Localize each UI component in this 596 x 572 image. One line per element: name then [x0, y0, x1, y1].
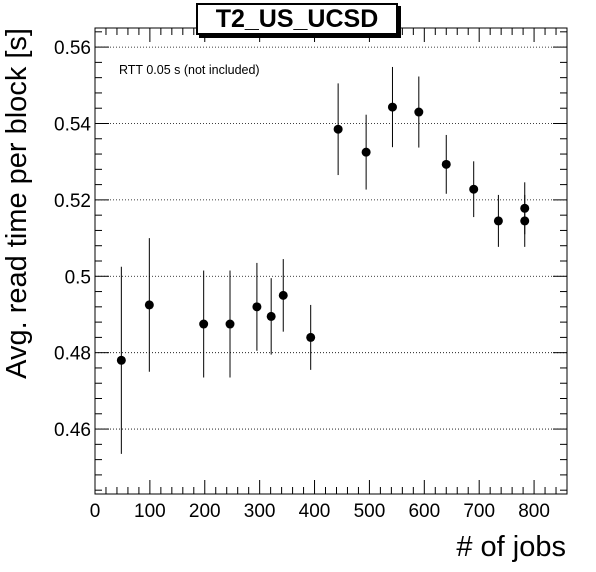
data-point — [441, 159, 451, 169]
data-point — [278, 290, 288, 300]
x-tick-label: 800 — [518, 501, 550, 522]
x-tick-label: 400 — [299, 501, 331, 522]
data-points — [116, 66, 530, 454]
data-point — [520, 203, 530, 213]
rtt-annotation: RTT 0.05 s (not included) — [119, 63, 260, 77]
y-tick-label: 0.52 — [54, 191, 91, 212]
grid-lines — [95, 46, 567, 430]
x-tick-label: 700 — [463, 501, 495, 522]
data-point — [469, 184, 479, 194]
x-tick-label: 600 — [408, 501, 440, 522]
y-axis-label: Avg. read time per block [s] — [1, 28, 33, 379]
data-point — [414, 107, 424, 117]
y-tick-label: 0.5 — [65, 267, 91, 288]
chart-title: T2_US_UCSD — [196, 3, 398, 35]
y-tick-label: 0.56 — [54, 38, 91, 59]
data-point — [252, 302, 262, 312]
y-tick-label: 0.46 — [54, 420, 91, 441]
data-point — [306, 332, 316, 342]
x-axis-label: # of jobs — [456, 531, 566, 563]
data-point — [387, 102, 397, 112]
x-tick-label: 0 — [90, 501, 101, 522]
y-tick-label: 0.48 — [54, 344, 91, 365]
x-tick-label: 100 — [134, 501, 166, 522]
data-point — [266, 311, 276, 321]
plot-frame — [94, 27, 568, 495]
data-point — [144, 300, 154, 310]
x-tick-label: 200 — [189, 501, 221, 522]
data-point — [361, 147, 371, 157]
x-tick-label: 500 — [354, 501, 386, 522]
data-point — [116, 355, 126, 365]
y-tick-label: 0.54 — [54, 114, 91, 135]
data-point — [199, 319, 209, 329]
x-tick-label: 300 — [244, 501, 276, 522]
data-point — [493, 216, 503, 226]
axis-ticks: 0.46 0.48 0.5 0.52 0.54 0.56 0 100 200 300 400 500 6… — [54, 28, 568, 522]
data-point — [333, 124, 343, 134]
data-point — [225, 319, 235, 329]
